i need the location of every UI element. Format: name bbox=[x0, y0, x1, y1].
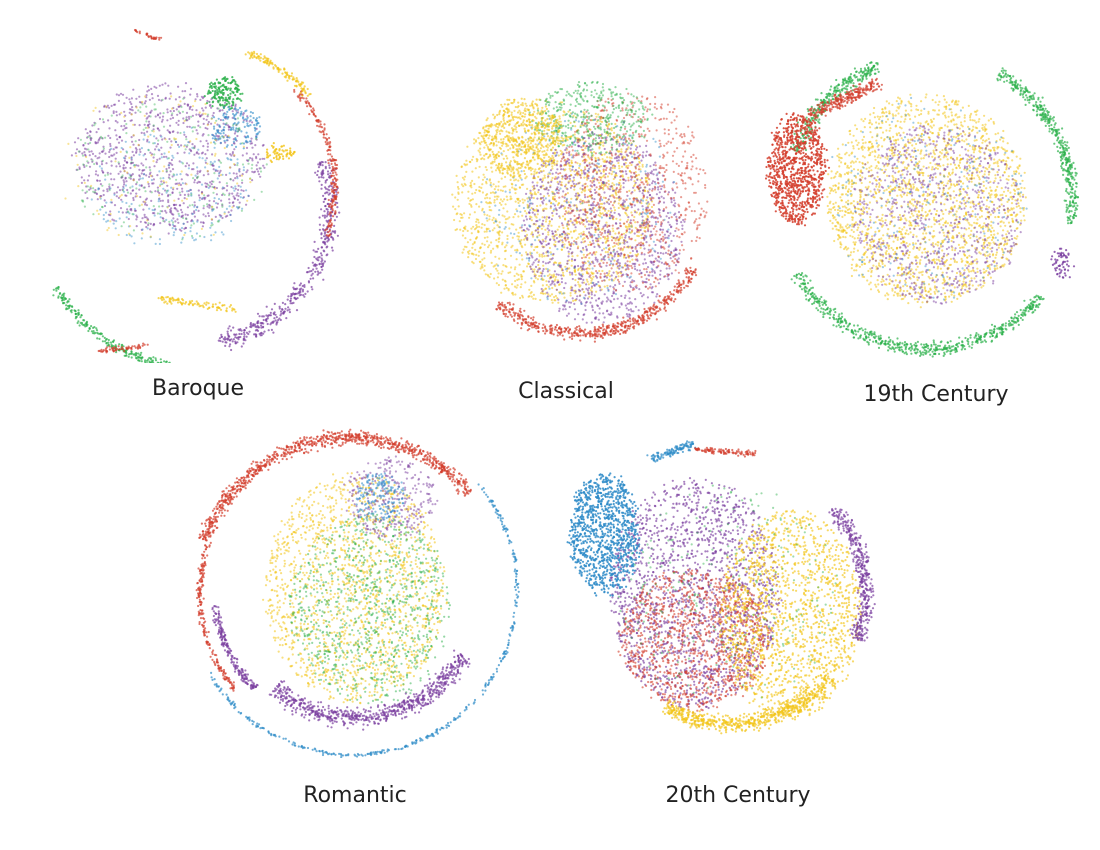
point-cluster bbox=[210, 106, 262, 150]
point-cluster bbox=[198, 428, 472, 542]
point-cluster bbox=[662, 674, 837, 735]
panel-title-baroque: Baroque bbox=[152, 376, 244, 401]
point-cluster bbox=[244, 50, 312, 97]
point-cluster bbox=[288, 512, 451, 705]
point-cluster bbox=[265, 142, 296, 164]
scatter-plot-20th-century bbox=[566, 440, 876, 735]
panel-title-classical: Classical bbox=[518, 379, 614, 404]
point-cluster bbox=[553, 92, 709, 292]
point-cluster bbox=[478, 97, 565, 180]
scatter-plot-19th-century bbox=[764, 61, 1080, 358]
point-cluster bbox=[495, 266, 698, 343]
point-cluster bbox=[831, 96, 1028, 301]
point-cluster bbox=[828, 507, 876, 642]
panel-title-20th-century: 20th Century bbox=[665, 783, 810, 808]
panel-classical bbox=[432, 28, 722, 358]
point-cluster bbox=[343, 455, 439, 542]
point-cluster bbox=[195, 541, 235, 692]
point-cluster bbox=[210, 483, 520, 758]
panel-19th-century bbox=[752, 24, 1092, 359]
point-cluster bbox=[90, 126, 250, 246]
point-cluster bbox=[293, 88, 340, 238]
point-cluster bbox=[566, 472, 643, 597]
point-cluster bbox=[64, 95, 252, 238]
panel-20th-century bbox=[555, 424, 900, 759]
scatter-plot-romantic bbox=[195, 428, 520, 758]
point-cluster bbox=[157, 295, 237, 313]
scatter-plot-classical bbox=[451, 80, 709, 343]
panel-title-19th-century: 19th Century bbox=[863, 382, 1008, 407]
point-cluster bbox=[203, 76, 244, 110]
point-cluster bbox=[996, 67, 1080, 225]
point-cluster bbox=[211, 605, 259, 690]
point-cluster bbox=[76, 97, 268, 241]
point-cluster bbox=[852, 124, 1025, 305]
point-cluster bbox=[133, 28, 163, 41]
point-cluster bbox=[718, 509, 863, 721]
point-cluster bbox=[807, 77, 883, 124]
point-cluster bbox=[617, 484, 838, 699]
point-cluster bbox=[355, 472, 408, 524]
panel-romantic bbox=[180, 418, 525, 758]
point-cluster bbox=[1050, 247, 1076, 279]
point-cluster bbox=[268, 649, 471, 731]
point-cluster bbox=[617, 568, 773, 714]
point-cluster bbox=[694, 446, 757, 458]
point-cluster bbox=[646, 440, 697, 463]
point-cluster bbox=[764, 112, 831, 227]
point-cluster bbox=[217, 159, 341, 352]
panel-baroque bbox=[20, 18, 365, 363]
scatter-plot-baroque bbox=[52, 28, 341, 363]
point-cluster bbox=[826, 93, 1027, 309]
point-cluster bbox=[97, 342, 149, 354]
panel-title-romantic: Romantic bbox=[303, 783, 406, 808]
point-cluster bbox=[790, 272, 1045, 358]
